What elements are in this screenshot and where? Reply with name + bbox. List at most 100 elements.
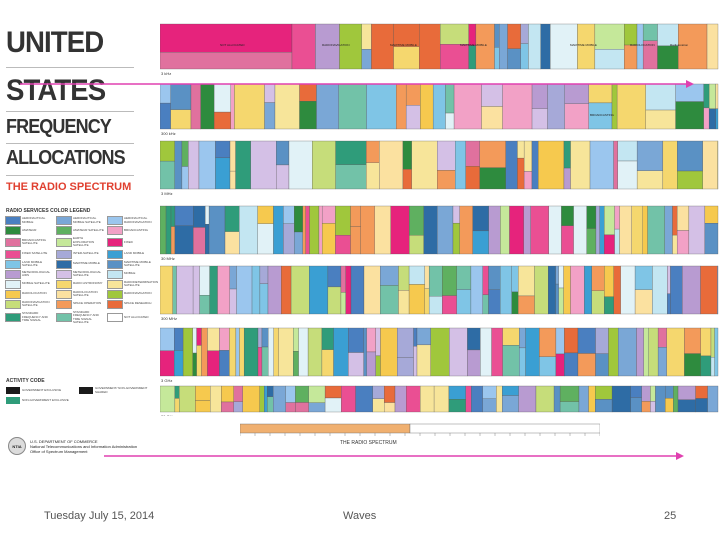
title-line-united: UNITED (6, 26, 104, 59)
allocation-block (250, 140, 277, 190)
legend-swatch (5, 289, 21, 299)
legend-item: AERONAUTICAL MOBILE SATELLITE (56, 216, 105, 225)
spectrum-band-row (160, 205, 719, 255)
legend-item: RADIOLOCATION (5, 289, 54, 299)
legend-item: FIXED SATELLITE (5, 249, 54, 259)
activity-swatch (79, 387, 93, 394)
allocation-block (714, 327, 719, 377)
spectrum-band-row (160, 385, 719, 413)
legend-item: METEOROLOGICAL SATELLITE (56, 269, 105, 279)
allocation-block (160, 23, 293, 53)
title-line-allocations: ALLOCATIONS (6, 147, 126, 169)
allocation-block (274, 83, 300, 130)
activity-shared-label: GOVERNMENT/ NON-GOVERNMENT SHARED (95, 386, 148, 394)
activity-shared: GOVERNMENT/ NON-GOVERNMENT SHARED (79, 386, 149, 394)
legend-item: MOBILE (107, 269, 156, 279)
activity-row: GOVERNMENT EXCLUSIVE GOVERNMENT/ NON-GOV… (6, 386, 149, 394)
legend-row: RADIONAVIGATION SATELLITE SPACE OPERATION… (5, 299, 158, 309)
strip-band (240, 423, 411, 434)
activity-swatch (6, 387, 20, 394)
legend-item: STANDARD FREQUENCY AND TIME SIGNAL (5, 311, 54, 325)
title-rule (6, 143, 134, 144)
legend-swatch (56, 313, 72, 322)
band-label: 300 MHz (161, 316, 177, 321)
legend-label: METEOROLOGICAL SATELLITE (73, 269, 102, 277)
legend-label: SPACE OPERATION (73, 301, 102, 306)
legend-swatch (5, 249, 21, 259)
legend-item: RADIOLOCATION SATELLITE (56, 289, 105, 299)
allocation-block (440, 44, 469, 70)
legend-swatch (56, 289, 72, 299)
legend-item: AMATEUR (5, 226, 54, 235)
legend-item: RADIONAVIGATION (107, 289, 156, 299)
legend-label: RADIOLOCATION SATELLITE (73, 289, 98, 297)
legend-label: STANDARD FREQUENCY AND TIME SIGNAL SATEL… (73, 309, 99, 324)
legend-label: BROADCASTING SATELLITE (22, 237, 47, 246)
allocation-block (704, 223, 719, 255)
activity-gov-label: GOVERNMENT EXCLUSIVE (22, 387, 62, 392)
legend-label: LAND MOBILE SATELLITE (22, 259, 43, 267)
legend-row: FIXED SATELLITE INTER-SATELLITE LAND MOBIL… (5, 249, 158, 259)
legend-label: STANDARD FREQUENCY AND TIME SIGNAL (22, 311, 48, 323)
legend-item: BROADCASTING (107, 226, 156, 235)
bottom-arrow-head-icon (676, 452, 684, 460)
legend-item: FIXED (107, 237, 156, 248)
legend-item: AMATEUR SATELLITE (56, 226, 105, 235)
legend-row: STANDARD FREQUENCY AND TIME SIGNAL STANDA… (5, 309, 158, 325)
legend-item: AERONAUTICAL MOBILE (5, 216, 54, 225)
legend-swatch (56, 226, 72, 235)
block-label: RADIOLOCATION (630, 43, 655, 47)
allocation-block (675, 101, 704, 130)
ntia-seal-icon: NTIA (8, 437, 26, 455)
legend-label: AERONAUTICAL MOBILE SATELLITE (73, 216, 101, 224)
department-line3: Office of Spectrum Management (30, 448, 88, 454)
legend-item: MOBILE SATELLITE (5, 279, 54, 289)
legend-swatch (5, 226, 21, 235)
allocation-block (706, 23, 719, 70)
legend-label: SPACE RESEARCH (124, 301, 152, 306)
legend-grid: AERONAUTICAL MOBILE AERONAUTICAL MOBILE S… (5, 216, 158, 325)
legend-label: LAND MOBILE (124, 251, 145, 256)
strip-caption: THE RADIO SPECTRUM (340, 440, 397, 446)
block-label: MARITIME MOBILE (460, 43, 487, 47)
allocation-block (315, 23, 340, 70)
band-label: 3 GHz (161, 378, 172, 383)
footer-page-number: 25 (664, 510, 677, 522)
allocation-block (707, 385, 719, 413)
legend-swatch (107, 226, 123, 235)
legend-swatch (107, 269, 123, 279)
spectrum-strip: THE RADIO SPECTRUM (240, 423, 600, 446)
allocation-block (234, 83, 265, 130)
legend-label: NOT ALLOCATED (124, 314, 149, 319)
band-label: 30 GHz (161, 414, 175, 416)
legend-item: LAND MOBILE (107, 249, 156, 259)
legend-label: MARITIME MOBILE (73, 261, 100, 266)
allocation-block (338, 83, 367, 130)
activity-swatch (6, 397, 20, 404)
legend-row: LAND MOBILE SATELLITE MARITIME MOBILE MARI… (5, 259, 158, 269)
legend-row: METEOROLOGICAL AIDS METEOROLOGICAL SATELL… (5, 269, 158, 279)
legend-item: RADIODETERMINATION SATELLITE (107, 279, 158, 289)
legend-item: NOT ALLOCATED (107, 311, 156, 325)
spectrum-band-row (160, 140, 719, 190)
title-line-states: STATES (6, 74, 106, 107)
legend-swatch (5, 237, 21, 247)
spectrum-band-row (160, 265, 719, 315)
legend-item: STANDARD FREQUENCY AND TIME SIGNAL SATEL… (56, 309, 105, 325)
legend-label: FIXED SATELLITE (22, 251, 48, 256)
legend-swatch (5, 259, 21, 269)
legend-item: INTER-SATELLITE (56, 249, 105, 259)
legend-swatch (56, 249, 72, 259)
allocation-block (645, 83, 676, 111)
department-block: NTIA U.S. DEPARTMENT OF COMMERCE Nationa… (8, 437, 137, 455)
legend-swatch (107, 299, 123, 309)
legend-swatch (5, 269, 21, 279)
legend-swatch (5, 299, 21, 309)
legend-item: RADIO ASTRONOMY (56, 279, 105, 289)
spectrum-chart: 3 kHz 300 kHz 3 MHz 30 MHz 300 MHz 3 GHz 30 GH… (160, 23, 719, 416)
legend-item: BROADCASTING SATELLITE (5, 237, 54, 248)
legend-item: LAND MOBILE SATELLITE (5, 259, 54, 269)
activity-nongov-label: NON-GOVERNMENT EXCLUSIVE (22, 397, 69, 402)
legend-swatch (56, 299, 72, 309)
legend-label: BROADCASTING (124, 227, 149, 232)
